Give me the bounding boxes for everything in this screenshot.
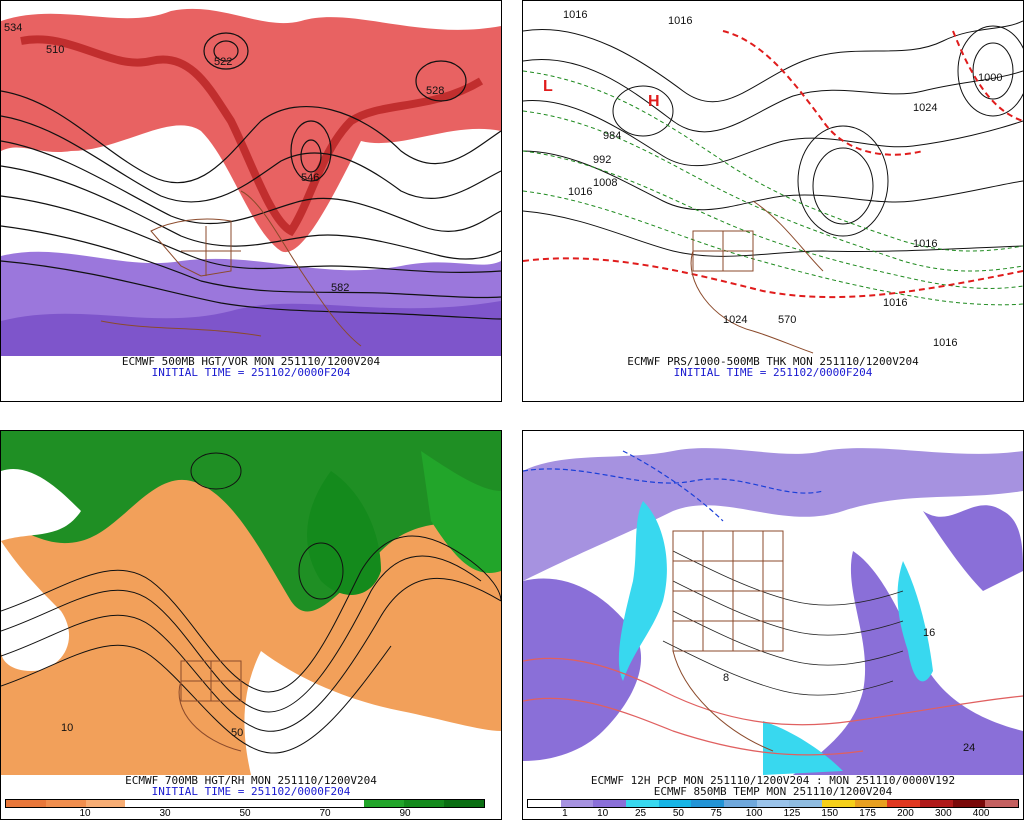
colorbar-swatch	[724, 800, 757, 807]
colorbar-swatch	[45, 800, 86, 807]
high-pressure-marker: H	[648, 93, 660, 110]
colorbar-swatch	[528, 800, 561, 807]
colorbar-swatch	[364, 800, 405, 807]
panel-700mb-hgt-rh: 10 50 ECMWF 700MB HGT/RH MON 251110/1200…	[0, 430, 502, 820]
colorbar-tick-label: 125	[783, 808, 801, 819]
isobar-label: 1024	[723, 314, 747, 326]
contour-label: 582	[331, 282, 349, 294]
rh-colorbar-ticks: 10 30 50 70 90	[5, 808, 483, 819]
isobar-label: 1016	[668, 15, 692, 27]
colorbar-swatch	[887, 800, 921, 807]
colorbar-swatch	[165, 800, 206, 807]
colorbar-swatch	[658, 800, 692, 807]
isobar-label: 1016	[563, 9, 587, 21]
colorbar-swatch	[691, 800, 725, 807]
panel-initial-time: INITIAL TIME = 251102/0000F204	[151, 366, 351, 379]
colorbar-swatch	[560, 800, 594, 807]
colorbar-tick-label: 50	[239, 808, 251, 819]
colorbar-swatch	[985, 800, 1019, 807]
colorbar-tick-label: 300	[934, 808, 952, 819]
colorbar-swatch	[6, 800, 46, 807]
colorbar-tick-label: 1	[562, 808, 568, 819]
contour-label: 510	[46, 44, 64, 56]
map-pcp-temp: 24 8 16	[523, 431, 1023, 775]
colorbar-swatch	[85, 800, 126, 807]
pcp-colorbar-ticks: 1 10 25 50 75 100 125 150 175 200 300 400	[527, 808, 1017, 819]
colorbar-swatch	[244, 800, 285, 807]
colorbar-tick-label: 200	[897, 808, 914, 819]
rh-colorbar	[5, 799, 485, 808]
colorbar-tick-label: 400	[972, 808, 990, 819]
colorbar-tick-label: 100	[745, 808, 763, 819]
colorbar-swatch	[324, 800, 365, 807]
colorbar-swatch	[854, 800, 888, 807]
pcp-colorbar	[527, 799, 1019, 808]
panel-prs-thk: 1016 1016 1024 1000 1008 992 984 1016 10…	[522, 0, 1024, 402]
temp-label: 24	[963, 742, 975, 754]
colorbar-swatch	[284, 800, 325, 807]
isobar-label: 1008	[593, 177, 617, 189]
colorbar-swatch	[125, 800, 166, 807]
isobar-label: 992	[593, 154, 611, 166]
map-500mb: 534 510 522 528 546 582	[1, 1, 501, 356]
panel-500mb-hgt-vor: 534 510 522 528 546 582 ECMWF 500MB HGT/…	[0, 0, 502, 402]
contour-label: 546	[301, 172, 319, 184]
panel-initial-time: INITIAL TIME = 251102/0000F204	[673, 366, 873, 379]
temp-label: 8	[723, 672, 729, 684]
rh-label: 10	[61, 722, 73, 734]
isobar-label: 1016	[883, 297, 907, 309]
colorbar-tick-label: 175	[859, 808, 876, 819]
panel-title: ECMWF PRS/1000-500MB THK MON 251110/1200…	[627, 355, 919, 368]
panel-title: ECMWF 700MB HGT/RH MON 251110/1200V204	[125, 774, 377, 787]
panel-title: ECMWF 12H PCP MON 251110/1200V204 : MON …	[590, 774, 956, 787]
colorbar-tick-label: 30	[159, 808, 171, 819]
contour-label: 522	[214, 56, 232, 68]
map-prs-thk: 1016 1016 1024 1000 1008 992 984 1016 10…	[523, 1, 1023, 356]
colorbar-tick-label: 70	[319, 808, 331, 819]
temp-label: 16	[923, 627, 935, 639]
isobar-label: 570	[778, 314, 796, 326]
rh-label: 50	[231, 727, 243, 739]
colorbar-swatch	[444, 800, 484, 807]
panel-subtitle: ECMWF 850MB TEMP MON 251110/1200V204	[653, 785, 893, 798]
colorbar-tick-label: 50	[672, 808, 684, 819]
colorbar-swatch	[952, 800, 986, 807]
colorbar-swatch	[626, 800, 659, 807]
colorbar-swatch	[756, 800, 790, 807]
colorbar-swatch	[404, 800, 445, 807]
isobar-label: 1016	[913, 238, 937, 250]
colorbar-swatch	[822, 800, 855, 807]
isobar-label: 1000	[978, 72, 1002, 84]
colorbar-tick-label: 150	[821, 808, 839, 819]
colorbar-swatch	[205, 800, 245, 807]
colorbar-swatch	[789, 800, 823, 807]
low-pressure-marker: L	[543, 78, 553, 95]
colorbar-swatch	[920, 800, 953, 807]
contour-label: 534	[4, 22, 22, 34]
colorbar-tick-label: 10	[597, 808, 609, 819]
colorbar-tick-label: 25	[634, 808, 647, 819]
map-700mb: 10 50	[1, 431, 501, 775]
isobar-label: 1016	[933, 337, 957, 349]
panel-12h-pcp-850mb-temp: 24 8 16 ECMWF 12H PCP MON 251110/1200V20…	[522, 430, 1024, 820]
colorbar-tick-label: 10	[79, 808, 91, 819]
isobar-label: 1016	[568, 186, 592, 198]
panel-title: ECMWF 500MB HGT/VOR MON 251110/1200V204	[121, 355, 381, 368]
panel-initial-time: INITIAL TIME = 251102/0000F204	[151, 785, 351, 798]
isobar-label: 1024	[913, 102, 937, 114]
colorbar-swatch	[593, 800, 627, 807]
isobar-label: 984	[603, 130, 621, 142]
contour-label: 528	[426, 85, 444, 97]
colorbar-tick-label: 90	[399, 808, 411, 819]
colorbar-tick-label: 75	[710, 808, 722, 819]
